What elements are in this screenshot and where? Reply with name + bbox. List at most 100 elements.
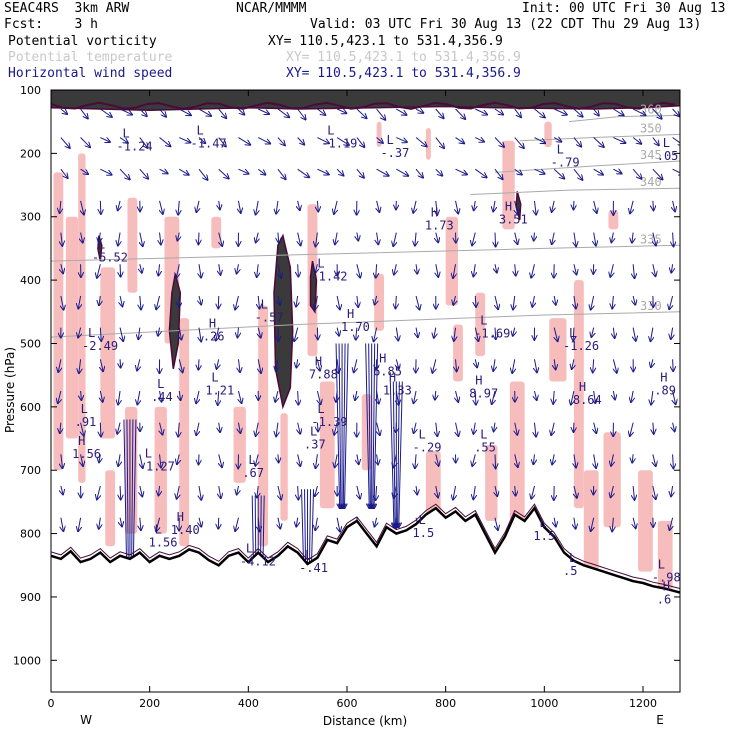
wind-vector bbox=[613, 108, 623, 115]
pv-extremum-value: 1.5 bbox=[533, 529, 555, 543]
wind-vector bbox=[140, 454, 143, 468]
wind-vector bbox=[337, 327, 339, 336]
wind-vector bbox=[100, 200, 101, 214]
wind-vector bbox=[159, 169, 168, 173]
wind-vector bbox=[296, 295, 298, 307]
wind-vector bbox=[475, 327, 478, 341]
pv-extremum-marker: L bbox=[305, 548, 312, 562]
wind-vector bbox=[593, 137, 604, 147]
org-label: NCAR/MMMM bbox=[236, 1, 307, 16]
wind-vector bbox=[257, 108, 269, 114]
pv-shading-pink bbox=[105, 470, 116, 547]
wind-vector bbox=[235, 517, 238, 531]
pv-extremum-marker: L bbox=[480, 428, 487, 442]
wind-vector bbox=[651, 327, 653, 342]
y-tick-label: 900 bbox=[20, 591, 41, 604]
wind-vector bbox=[337, 295, 340, 309]
wind-vector bbox=[97, 485, 100, 499]
wind-vector bbox=[139, 168, 148, 178]
wind-vector bbox=[534, 359, 537, 372]
wind-vector bbox=[673, 359, 674, 371]
wind-vector bbox=[357, 232, 358, 241]
wind-vector bbox=[196, 390, 199, 403]
wind-vector bbox=[235, 295, 238, 310]
wind-vector bbox=[436, 200, 438, 215]
wind-vector bbox=[356, 327, 357, 340]
wind-vector bbox=[160, 232, 161, 245]
wind-vector bbox=[515, 422, 518, 435]
wind-vector bbox=[416, 295, 419, 310]
wind-vector bbox=[493, 359, 495, 371]
theta-contour-335 bbox=[51, 244, 680, 262]
pv-extremum-marker: H bbox=[660, 370, 667, 384]
wind-vector bbox=[58, 390, 61, 403]
wind-vector bbox=[160, 454, 161, 467]
wind-vector bbox=[435, 168, 443, 175]
wind-vector bbox=[238, 359, 240, 372]
wind-vector bbox=[652, 137, 659, 146]
wind-vector bbox=[120, 359, 121, 367]
wind-vector bbox=[534, 200, 536, 215]
wind-vector bbox=[653, 264, 656, 276]
wind-vector bbox=[454, 327, 456, 341]
wind-vector bbox=[357, 264, 360, 277]
pv-extremum-marker: L bbox=[81, 402, 88, 416]
pv-extremum-marker: L bbox=[155, 523, 162, 537]
wind-vector bbox=[298, 200, 300, 210]
wind-vector bbox=[334, 422, 337, 435]
wind-vector bbox=[613, 359, 616, 372]
wind-vector bbox=[474, 200, 476, 210]
wind-vector bbox=[553, 108, 567, 115]
wind-vector bbox=[219, 422, 220, 432]
wind-vector bbox=[238, 137, 250, 145]
pv-extremum-value: .89 bbox=[654, 383, 676, 397]
wind-vector bbox=[120, 486, 121, 499]
wind-vector bbox=[278, 264, 281, 278]
wind-vector bbox=[594, 232, 596, 246]
pv-extremum-marker: H bbox=[315, 355, 322, 369]
pv-extremum-marker: L bbox=[246, 542, 253, 556]
wind-vector bbox=[573, 108, 583, 117]
pv-extremum-value: .6 bbox=[657, 593, 671, 607]
wind-vector bbox=[632, 137, 641, 144]
wind-vector bbox=[78, 327, 81, 338]
wind-vector bbox=[613, 390, 615, 400]
wind-vector bbox=[531, 485, 534, 499]
field-theta-xy: XY= 110.5,423.1 to 531.4,356.9 bbox=[286, 50, 521, 65]
wind-vector bbox=[80, 108, 88, 118]
wind-vector bbox=[652, 168, 663, 179]
wind-vector bbox=[673, 390, 676, 404]
wind-vector bbox=[495, 327, 496, 340]
wind-vector bbox=[453, 264, 456, 278]
wind-vector-strong bbox=[373, 343, 375, 508]
wind-vector bbox=[376, 264, 377, 277]
theta-contour-360 bbox=[568, 114, 680, 123]
wind-vector bbox=[100, 108, 111, 117]
wind-vector bbox=[139, 137, 148, 148]
pv-shading-pink bbox=[211, 216, 222, 249]
wind-vector bbox=[317, 137, 329, 144]
wind-vector bbox=[257, 137, 270, 144]
y-axis-title: Pressure (hPa) bbox=[3, 347, 17, 433]
pv-extremum-marker: L bbox=[317, 256, 324, 270]
wind-vector bbox=[574, 295, 576, 308]
wind-vector bbox=[179, 327, 181, 340]
wind-vector bbox=[140, 232, 143, 247]
theta-contour-label: 340 bbox=[640, 175, 662, 189]
wind-vector bbox=[435, 390, 436, 400]
wind-vector bbox=[278, 295, 280, 305]
wind-vector bbox=[514, 137, 524, 149]
wind-vector bbox=[297, 108, 306, 119]
wind-vector bbox=[278, 232, 279, 243]
x-tick-label: 400 bbox=[238, 697, 259, 710]
wind-vector bbox=[553, 138, 561, 142]
wind-vector bbox=[375, 517, 377, 527]
wind-vector bbox=[495, 264, 497, 272]
pv-extremum-value: -.37 bbox=[380, 146, 409, 160]
wind-vector bbox=[298, 454, 301, 466]
pv-extremum-value: .67 bbox=[242, 466, 264, 480]
wind-vector bbox=[196, 200, 199, 212]
wind-vector bbox=[294, 327, 297, 341]
wind-vector bbox=[551, 422, 554, 435]
wind-vector bbox=[219, 264, 221, 275]
